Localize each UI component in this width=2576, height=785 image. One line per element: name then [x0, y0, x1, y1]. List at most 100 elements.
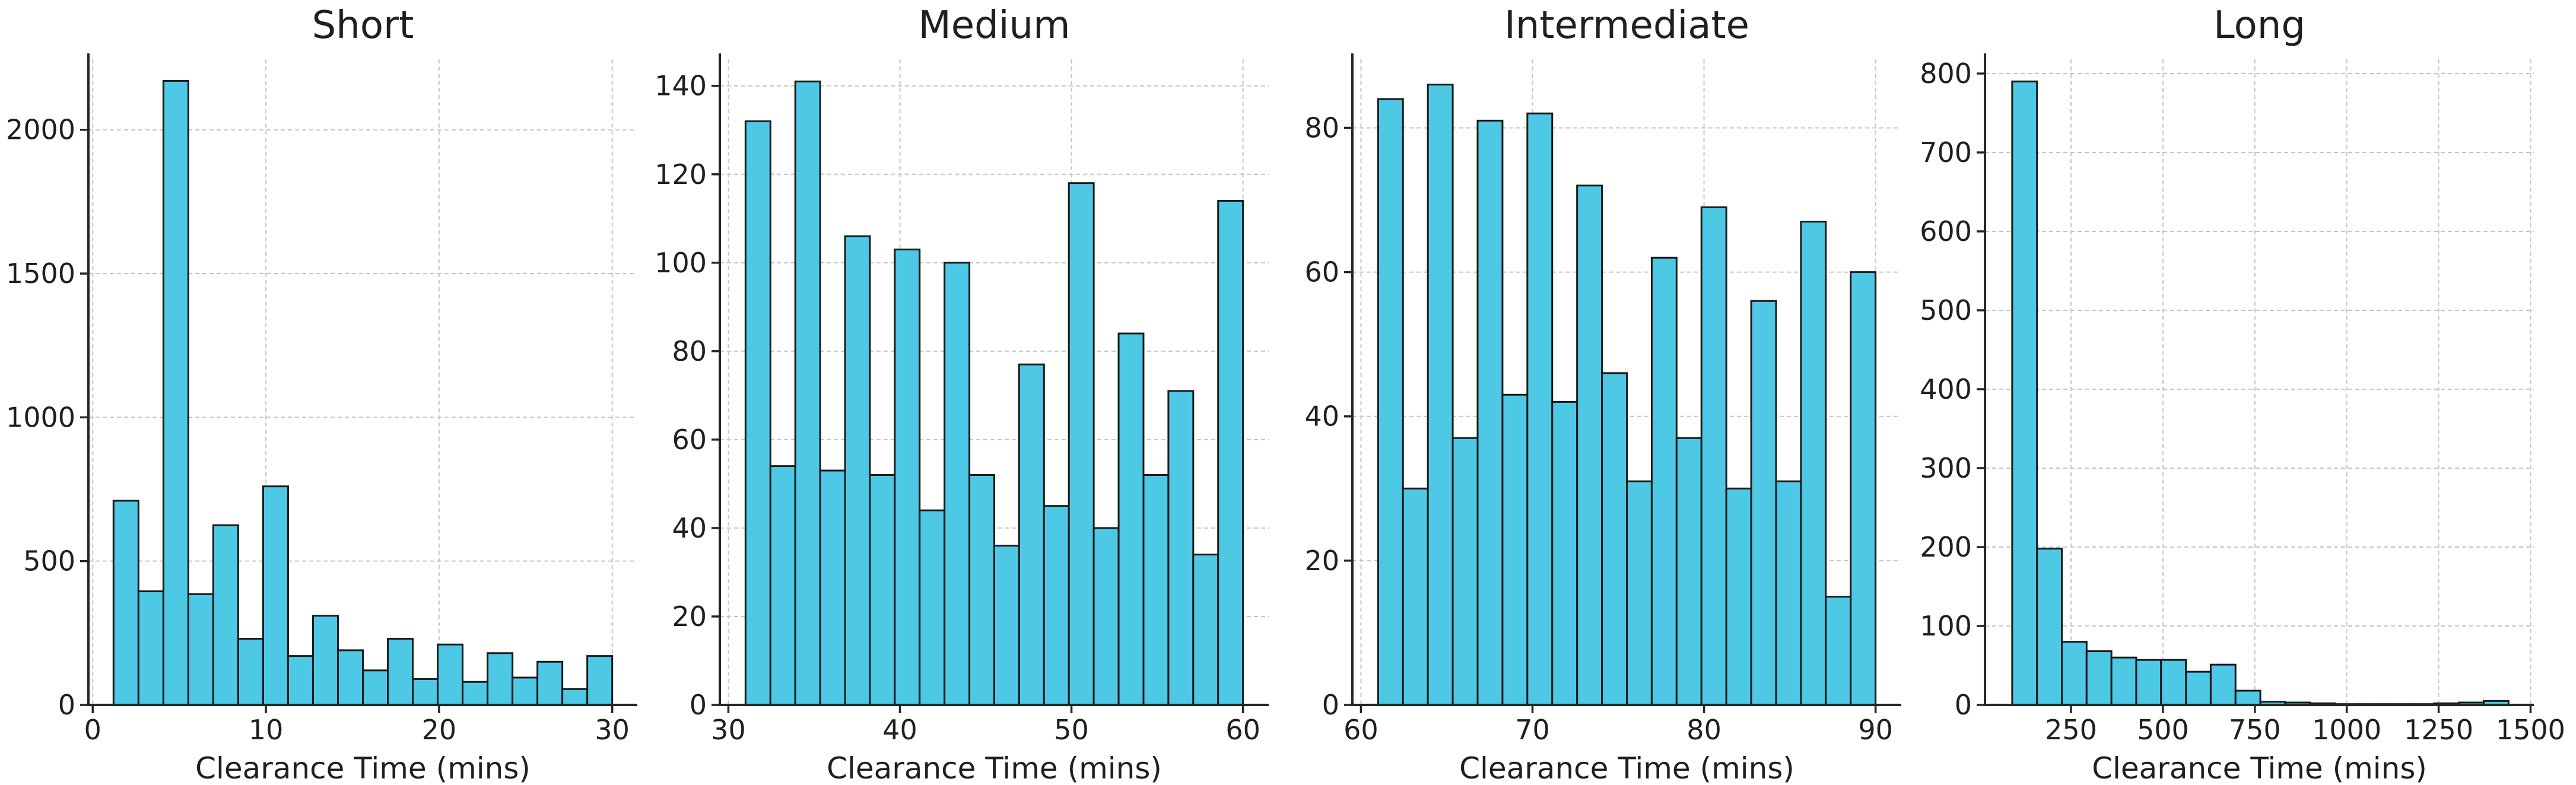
x-tick-label: 30 — [711, 714, 746, 746]
histogram-bar — [1700, 206, 1727, 706]
y-tick-label: 80 — [1304, 112, 1339, 144]
x-tick-label: 10 — [249, 714, 284, 746]
y-tick-label: 600 — [1920, 215, 1972, 247]
x-axis-label: Clearance Time (mins) — [1459, 751, 1794, 785]
panel-short: 0 500 1000 1500 2000 0 10 20 30 Clearance Time (m… — [6, 4, 637, 785]
histogram-bar — [1675, 437, 1702, 706]
histogram-bar — [362, 669, 389, 706]
histogram-bar — [1402, 487, 1429, 706]
histogram-bar — [1068, 182, 1095, 706]
histogram-bar — [844, 235, 871, 706]
x-axis-label: Clearance Time (mins) — [827, 751, 1162, 785]
histogram-bar — [437, 643, 464, 706]
histogram-bar — [869, 473, 896, 706]
x-tick-label: 60 — [1225, 714, 1260, 746]
histogram-bar — [2160, 659, 2187, 706]
histogram-bar — [187, 593, 214, 706]
histogram-bar — [1167, 390, 1195, 706]
y-tick-label: 40 — [672, 512, 707, 544]
histogram-bar — [1192, 554, 1219, 706]
y-tick-label: 120 — [655, 158, 707, 190]
histogram-bar — [1626, 480, 1653, 706]
histogram-bar — [2085, 650, 2113, 706]
panel-title: Short — [312, 4, 414, 47]
histogram-bar — [1427, 84, 1454, 706]
histogram-bar — [769, 465, 796, 706]
histogram-bar — [2209, 663, 2237, 706]
histogram-bar — [212, 524, 239, 706]
x-tick-label: 500 — [2137, 714, 2189, 746]
histogram-bar — [1551, 401, 1578, 706]
histogram-bar — [1825, 596, 1852, 706]
panel-medium: 0 20 40 60 80 100 120 140 30 40 50 60 Clearance Time… — [655, 4, 1269, 785]
x-tick-label: 80 — [1686, 714, 1721, 746]
histogram-bar — [1526, 112, 1554, 706]
histogram-bar — [586, 655, 614, 706]
histogram-bar — [2110, 656, 2137, 706]
y-tick-label: 0 — [58, 689, 75, 721]
histogram-bar — [412, 678, 439, 706]
y-tick-label: 2000 — [6, 114, 75, 146]
histogram-bar — [993, 545, 1020, 706]
y-tick-label: 0 — [1955, 689, 1972, 721]
histogram-bar — [262, 485, 289, 706]
x-tick-label: 250 — [2045, 714, 2097, 746]
y-tick-label: 1000 — [6, 401, 75, 433]
histogram-bar — [944, 262, 971, 706]
histogram-bar — [1217, 199, 1244, 706]
y-tick-label: 500 — [23, 545, 75, 577]
histogram-bar — [162, 80, 189, 706]
y-tick-label: 700 — [1920, 136, 1972, 169]
histogram-bar — [287, 655, 314, 706]
histogram-bar — [1501, 393, 1529, 706]
histogram-bar — [1476, 119, 1504, 706]
histogram-bar — [2234, 689, 2261, 706]
y-tick-label: 80 — [672, 335, 707, 367]
histogram-bar — [1018, 363, 1045, 706]
histogram-bar — [1576, 185, 1603, 706]
y-tick-label: 100 — [1920, 610, 1972, 642]
histogram-bar — [2060, 641, 2088, 706]
histogram-bar — [1750, 300, 1777, 706]
x-tick-label: 20 — [422, 714, 457, 746]
y-tick-label: 300 — [1920, 452, 1972, 484]
histogram-bar — [536, 660, 564, 706]
y-tick-label: 60 — [1304, 256, 1339, 288]
histogram-bar — [1451, 437, 1479, 706]
histogram-bar — [819, 469, 846, 706]
y-tick-label: 800 — [1920, 58, 1972, 90]
histogram-bar — [1850, 271, 1877, 706]
x-tick-label: 60 — [1343, 714, 1378, 746]
histogram-bar — [312, 615, 339, 706]
x-tick-label: 90 — [1858, 714, 1893, 746]
y-tick-label: 400 — [1920, 373, 1972, 405]
histogram-bar — [1725, 487, 1752, 706]
panel-title: Medium — [919, 4, 1071, 47]
y-tick-label: 140 — [655, 70, 707, 102]
x-tick-label: 0 — [84, 714, 101, 746]
panel-title: Long — [2213, 4, 2305, 47]
histogram-bar — [1775, 480, 1802, 706]
histogram-bar — [968, 473, 995, 706]
histogram-bar — [2036, 548, 2063, 706]
histogram-bar — [744, 120, 771, 706]
y-tick-label: 100 — [655, 247, 707, 279]
x-tick-label: 70 — [1515, 714, 1550, 746]
histogram-bar — [1650, 256, 1678, 706]
y-tick-label: 20 — [672, 600, 707, 633]
panel-long: 0 100 200 300 400 500 600 700 800 250 500 750 1000 12… — [1920, 4, 2565, 785]
y-tick-label: 0 — [1322, 689, 1339, 721]
x-tick-label: 30 — [595, 714, 630, 746]
x-tick-label: 1500 — [2496, 714, 2565, 746]
panel-title: Intermediate — [1504, 4, 1749, 47]
histogram-bar — [237, 638, 264, 706]
histogram-bar — [2011, 80, 2038, 706]
x-tick-label: 40 — [882, 714, 917, 746]
y-tick-label: 1500 — [6, 258, 75, 290]
y-tick-label: 200 — [1920, 531, 1972, 563]
x-tick-label: 750 — [2229, 714, 2281, 746]
histogram-bar — [1601, 372, 1628, 706]
y-tick-label: 20 — [1304, 545, 1339, 577]
